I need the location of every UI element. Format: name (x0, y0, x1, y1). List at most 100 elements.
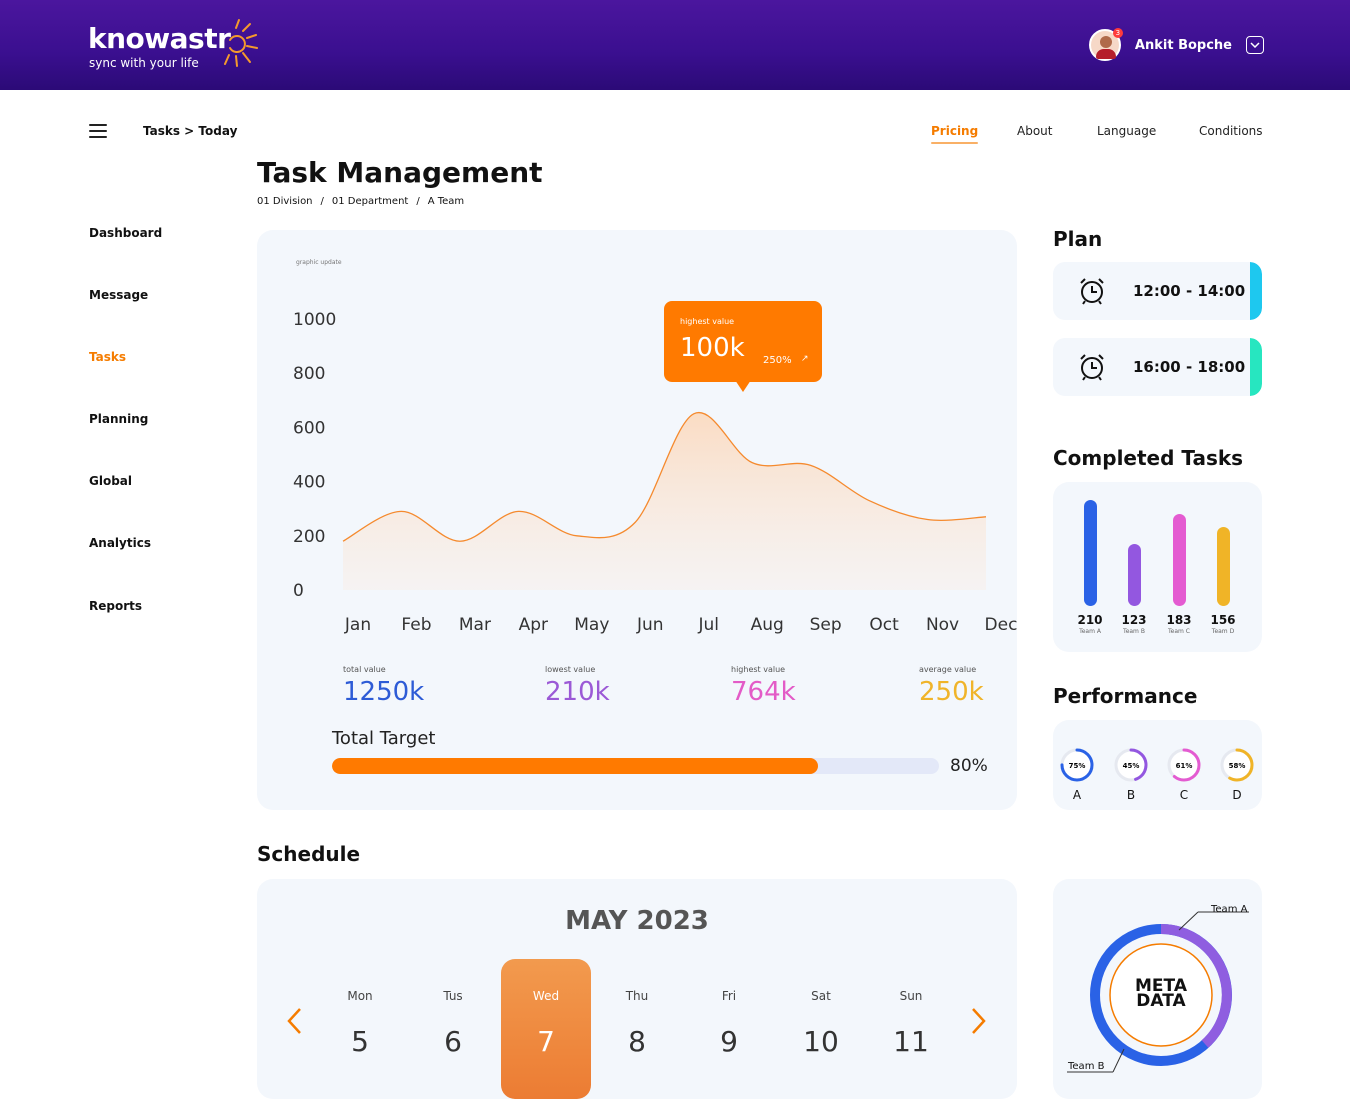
calendar-day[interactable]: Fri 9 (720, 989, 738, 1058)
highest-value-tooltip: highest value 100k 250% ↗ (664, 301, 822, 392)
x-tick-label: May (574, 615, 609, 635)
sidebar-item-tasks[interactable]: Tasks (89, 350, 127, 364)
performance-label: D (1232, 788, 1242, 802)
stat-average: average value 250k (919, 665, 984, 707)
area-chart: 1000 800 600 400 200 0 Jan Feb Mar Apr May Jun Jul A… (293, 310, 1017, 635)
sidebar-item-message[interactable]: Message (89, 288, 149, 302)
sidebar-item-global[interactable]: Global (89, 474, 133, 488)
data-point[interactable] (692, 412, 696, 416)
nav-link-conditions[interactable]: Conditions (1199, 124, 1263, 138)
data-point[interactable] (399, 509, 403, 513)
data-point[interactable] (633, 520, 637, 524)
team-bar (1217, 527, 1230, 606)
plan-slot[interactable]: 12:00 - 14:00 (1053, 262, 1262, 320)
team-bar (1128, 544, 1141, 606)
calendar-day[interactable]: Sat 10 (803, 989, 839, 1058)
breadcrumb: 01 Division/01 Department / A Team (257, 196, 465, 207)
alarm-clock-icon (1080, 278, 1104, 305)
performance-ring: 75% (1060, 748, 1094, 782)
user-name[interactable]: Ankit Bopche (1134, 37, 1232, 53)
plan-time: 16:00 - 18:00 (1133, 358, 1246, 376)
data-point[interactable] (575, 534, 579, 538)
data-point[interactable] (926, 518, 930, 522)
performance-label: B (1126, 788, 1136, 802)
meta-data-title: META DATA (1135, 976, 1187, 1011)
data-point[interactable] (867, 499, 871, 503)
ring-percent: 58% (1229, 762, 1246, 770)
ring-progress (1114, 748, 1148, 782)
data-point[interactable] (341, 539, 345, 543)
data-point[interactable] (516, 509, 520, 513)
data-point[interactable] (984, 515, 988, 519)
sidebar-item-dashboard[interactable]: Dashboard (89, 226, 163, 240)
calendar-day[interactable]: Thu 8 (625, 989, 649, 1058)
user-menu[interactable]: 3 Ankit Bopche (1088, 28, 1264, 62)
chevron-left-icon[interactable] (286, 1007, 304, 1042)
data-point[interactable] (750, 461, 754, 465)
performance-ring: 45% (1114, 748, 1148, 782)
ring-progress (1167, 748, 1201, 782)
nav-link-pricing[interactable]: Pricing (931, 124, 979, 144)
performance-card: 75% 45% 61% 58% A B C D (1053, 720, 1262, 810)
team-bar (1084, 500, 1097, 606)
schedule-title: Schedule (257, 842, 361, 866)
sidebar-item-planning[interactable]: Planning (89, 412, 149, 426)
nav-link-language[interactable]: Language (1097, 124, 1157, 138)
sidebar-item-analytics[interactable]: Analytics (89, 536, 151, 550)
x-tick-label: Jun (636, 615, 664, 635)
x-tick-label: Aug (751, 615, 784, 635)
breadcrumb-item[interactable]: 01 Division (257, 196, 313, 207)
performance-title: Performance (1053, 684, 1198, 708)
breadcrumb-item[interactable]: 01 Department (331, 196, 409, 207)
y-tick-label: 0 (293, 581, 304, 601)
calendar-day[interactable]: Mon 5 (347, 989, 373, 1058)
logo-tagline: sync with your life (89, 56, 199, 70)
hamburger-menu-icon[interactable] (89, 124, 107, 138)
x-tick-label: Nov (926, 615, 959, 635)
x-tick-label: Mar (459, 615, 491, 635)
chart-area (343, 412, 986, 590)
calendar-day-selected[interactable]: Wed 7 (501, 959, 591, 1099)
calendar-day[interactable]: Sun 11 (893, 989, 929, 1058)
team-label: Team B (1123, 628, 1145, 635)
y-tick-label: 800 (293, 364, 325, 384)
breadcrumb-item[interactable]: A Team (427, 196, 465, 207)
plan-color-bar (1250, 338, 1262, 396)
calendar-month: MAY 2023 (565, 906, 709, 936)
notification-badge: 3 (1112, 28, 1123, 38)
alarm-clock-icon (1080, 354, 1104, 381)
performance-label: C (1179, 788, 1189, 802)
performance-label: A (1072, 788, 1082, 802)
nav-link-about[interactable]: About (1017, 124, 1053, 138)
x-tick-label: Jul (697, 615, 719, 635)
total-target-label: Total Target (332, 728, 436, 749)
tooltip-label: highest value (680, 317, 735, 326)
calendar-day[interactable]: Tus 6 (443, 989, 463, 1058)
performance-ring: 61% (1167, 748, 1201, 782)
logo[interactable]: knowastr sync with your life (88, 19, 258, 70)
total-target-progress (332, 758, 939, 774)
avatar[interactable]: 3 (1088, 28, 1123, 61)
total-target-percent: 80% (950, 756, 988, 776)
chart-card: graphic update 1000 800 600 400 200 0 Jan Feb M… (257, 230, 1017, 810)
chevron-down-icon[interactable] (1246, 36, 1264, 54)
sidebar-item-reports[interactable]: Reports (89, 599, 143, 613)
chevron-right-icon[interactable] (969, 1007, 987, 1042)
plan-color-bar (1250, 262, 1262, 320)
team-value: 156 (1210, 613, 1236, 627)
x-tick-label: Sep (810, 615, 842, 635)
nav-breadcrumb[interactable]: Tasks > Today (143, 124, 238, 138)
stat-highest: highest value 764k (731, 665, 796, 707)
x-tick-label: Dec (985, 615, 1017, 635)
x-tick-label: Jan (344, 615, 371, 635)
team-label: Team D (1211, 628, 1235, 635)
data-point[interactable] (809, 463, 813, 467)
plan-slot[interactable]: 16:00 - 18:00 (1053, 338, 1262, 396)
ring-progress (1220, 748, 1254, 782)
page-title: Task Management (257, 156, 543, 189)
tooltip-value: 100k (680, 333, 745, 363)
ring-percent: 61% (1176, 762, 1193, 770)
data-point[interactable] (458, 539, 462, 543)
team-label: Team C (1168, 628, 1190, 635)
ring-percent: 45% (1123, 762, 1140, 770)
